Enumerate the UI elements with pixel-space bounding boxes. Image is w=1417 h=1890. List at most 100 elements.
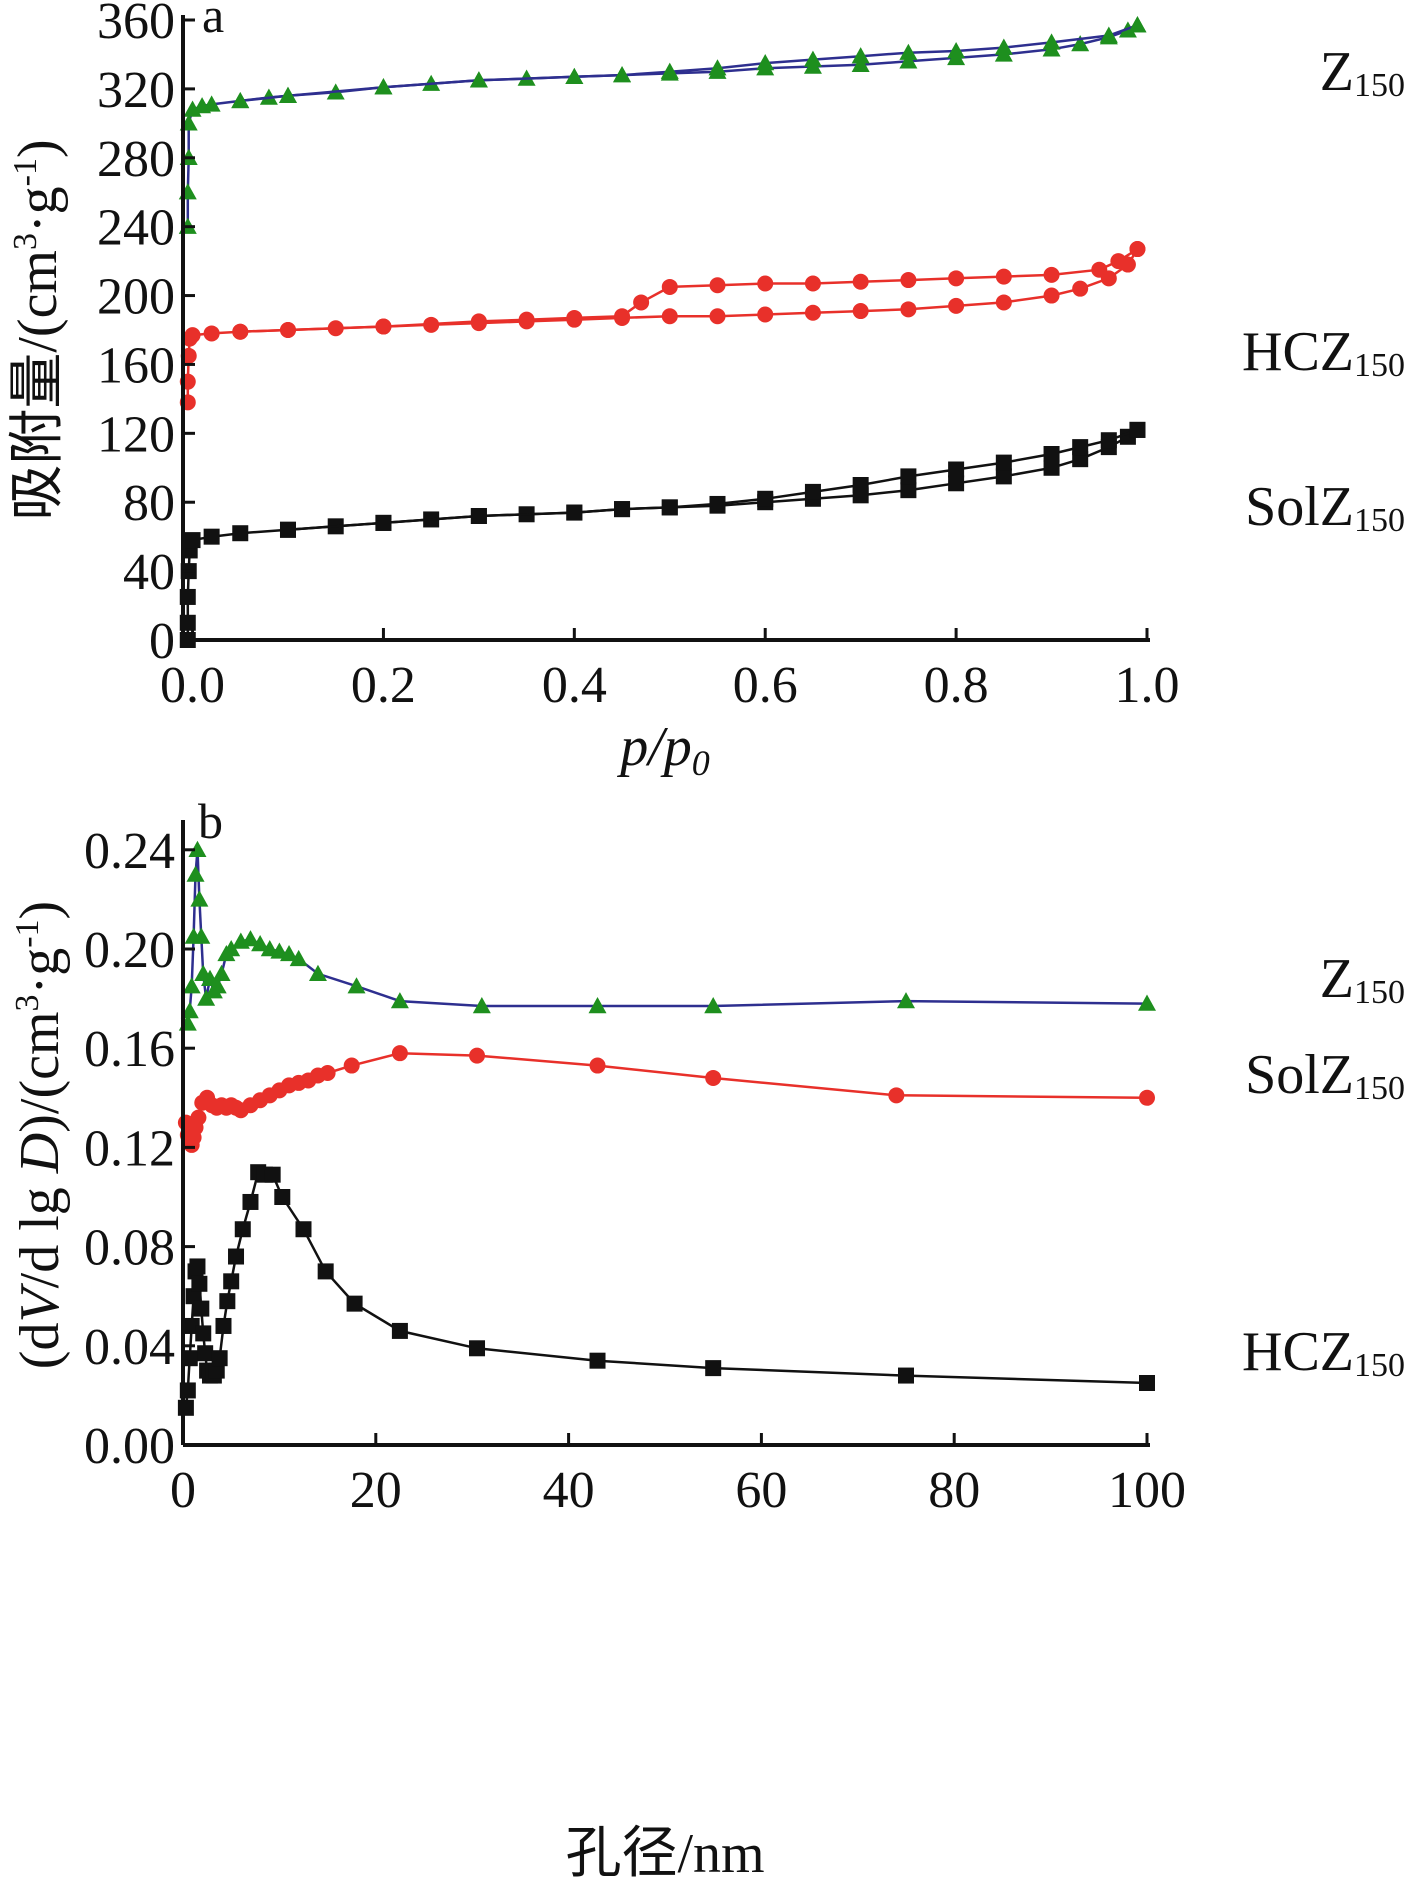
b-point-HCZ150 xyxy=(208,1362,225,1379)
a-point-HCZ150 xyxy=(518,311,535,328)
a-point-HCZ150 xyxy=(633,294,650,311)
b-point-HCZ150 xyxy=(1139,1375,1155,1391)
a-series-line-HCZ150 xyxy=(186,248,1139,403)
a-point-SolZ150 xyxy=(1100,432,1117,449)
b-point-SolZ150 xyxy=(705,1069,722,1086)
a-point-Z150 xyxy=(994,38,1013,55)
panel-b-y-label-italic: V xyxy=(9,1283,71,1323)
b-point-Z150 xyxy=(180,1002,199,1019)
b-point-Z150 xyxy=(186,865,205,882)
a-point-Z150 xyxy=(231,91,250,109)
panel-a-y-axis-label: 吸附量/(cm3·g-1) xyxy=(7,139,69,520)
a-point-SolZ150 xyxy=(614,501,631,518)
a-y-tick-label: 160 xyxy=(97,337,175,394)
b-point-Z150 xyxy=(190,890,209,907)
a-x-tick-label: 0.6 xyxy=(733,657,798,714)
a-point-HCZ150 xyxy=(709,308,726,325)
b-y-tick-label: 0.12 xyxy=(84,1120,175,1177)
b-point-HCZ150 xyxy=(264,1166,281,1183)
a-point-HCZ150 xyxy=(1072,280,1089,297)
a-series-label-main: SolZ xyxy=(1245,476,1354,538)
panel-a-x-axis-label: p/p0 xyxy=(616,716,710,783)
panel-a-y-label-sup: 3 xyxy=(7,233,44,250)
a-point-Z150 xyxy=(947,42,966,59)
b-point-HCZ150 xyxy=(391,1322,408,1339)
b-y-tick-label: 0.04 xyxy=(84,1319,175,1376)
a-point-SolZ150 xyxy=(995,468,1012,485)
panel-b-y-label-part: ) xyxy=(9,901,71,920)
b-point-Z150 xyxy=(308,964,327,981)
b-point-Z150 xyxy=(1138,994,1156,1011)
a-y-tick-label: 0 xyxy=(149,613,175,670)
b-x-tick-label: 40 xyxy=(543,1462,595,1519)
b-x-tick-label: 100 xyxy=(1108,1462,1186,1519)
panel-a-y-label-part: ) xyxy=(7,139,69,158)
a-point-SolZ150 xyxy=(804,483,821,500)
a-point-Z150 xyxy=(565,67,584,85)
panel-b-y-label-italic: D xyxy=(9,1133,71,1174)
a-x-tick-label: 0.0 xyxy=(160,657,225,714)
a-point-HCZ150 xyxy=(566,309,583,326)
b-y-tick-label: 0.08 xyxy=(84,1220,175,1277)
b-point-HCZ150 xyxy=(215,1317,232,1334)
a-series-label-Z150: Z150 xyxy=(1320,41,1405,104)
a-point-Z150 xyxy=(1071,35,1090,52)
a-series-line-Z150 xyxy=(240,24,1138,103)
a-point-SolZ150 xyxy=(709,495,726,512)
b-point-Z150 xyxy=(222,940,241,957)
panel-b-y-label-part: ·g xyxy=(9,948,71,995)
a-series-label-sub: 150 xyxy=(1354,347,1405,384)
a-point-Z150 xyxy=(202,95,221,112)
b-x-tick-label: 0 xyxy=(170,1462,196,1519)
panel-b-y-label-part: /d lg xyxy=(9,1173,71,1288)
a-series-line-SolZ150 xyxy=(186,428,1139,640)
b-point-HCZ150 xyxy=(295,1221,312,1238)
a-series-label-main: Z xyxy=(1320,41,1354,103)
b-point-Z150 xyxy=(212,964,231,981)
b-point-HCZ150 xyxy=(195,1325,212,1342)
a-point-Z150 xyxy=(660,62,679,79)
b-point-Z150 xyxy=(241,930,260,947)
b-point-HCZ150 xyxy=(177,1399,194,1416)
a-point-HCZ150 xyxy=(184,327,201,344)
a-y-tick-label: 320 xyxy=(97,62,175,119)
panel-a-letter: a xyxy=(202,0,224,43)
b-point-Z150 xyxy=(251,935,270,952)
a-y-tick-label: 120 xyxy=(97,406,175,463)
b-point-Z150 xyxy=(347,977,366,994)
b-series-label-main: SolZ xyxy=(1245,1044,1354,1106)
a-point-Z150 xyxy=(803,50,822,67)
a-y-tick-label: 80 xyxy=(123,475,175,532)
b-point-HCZ150 xyxy=(185,1288,202,1305)
a-y-tick-label: 200 xyxy=(97,269,175,326)
a-point-Z150 xyxy=(1128,16,1147,33)
a-point-HCZ150 xyxy=(995,294,1012,311)
a-point-HCZ150 xyxy=(1043,287,1060,304)
a-series-label-main: HCZ xyxy=(1242,321,1354,383)
panel-a-x-axis-label-main: p/p xyxy=(616,716,692,778)
b-point-Z150 xyxy=(704,997,723,1014)
a-point-Z150 xyxy=(278,86,297,103)
panel-a-plot-area xyxy=(178,16,1147,648)
a-point-Z150 xyxy=(899,52,918,69)
a-point-HCZ150 xyxy=(1091,261,1108,278)
a-point-SolZ150 xyxy=(1072,451,1089,468)
a-point-SolZ150 xyxy=(900,482,917,499)
a-point-Z150 xyxy=(1042,33,1061,50)
b-point-SolZ150 xyxy=(1139,1089,1155,1106)
a-x-tick-label: 1.0 xyxy=(1115,657,1180,714)
panel-b-y-label-part: )/(cm xyxy=(9,1011,71,1132)
a-point-SolZ150 xyxy=(232,525,249,542)
panel-b-y-label-sup: -1 xyxy=(9,919,46,947)
b-point-HCZ150 xyxy=(191,1275,208,1292)
panel-b-y-axis-label: (dV/d lg D)/(cm3·g-1) xyxy=(9,901,71,1369)
a-point-SolZ150 xyxy=(279,521,296,538)
a-point-HCZ150 xyxy=(203,325,220,342)
a-y-tick-label: 240 xyxy=(97,200,175,257)
b-point-SolZ150 xyxy=(343,1057,360,1074)
a-point-HCZ150 xyxy=(661,278,678,295)
a-point-SolZ150 xyxy=(1043,446,1060,462)
b-point-SolZ150 xyxy=(391,1045,408,1062)
